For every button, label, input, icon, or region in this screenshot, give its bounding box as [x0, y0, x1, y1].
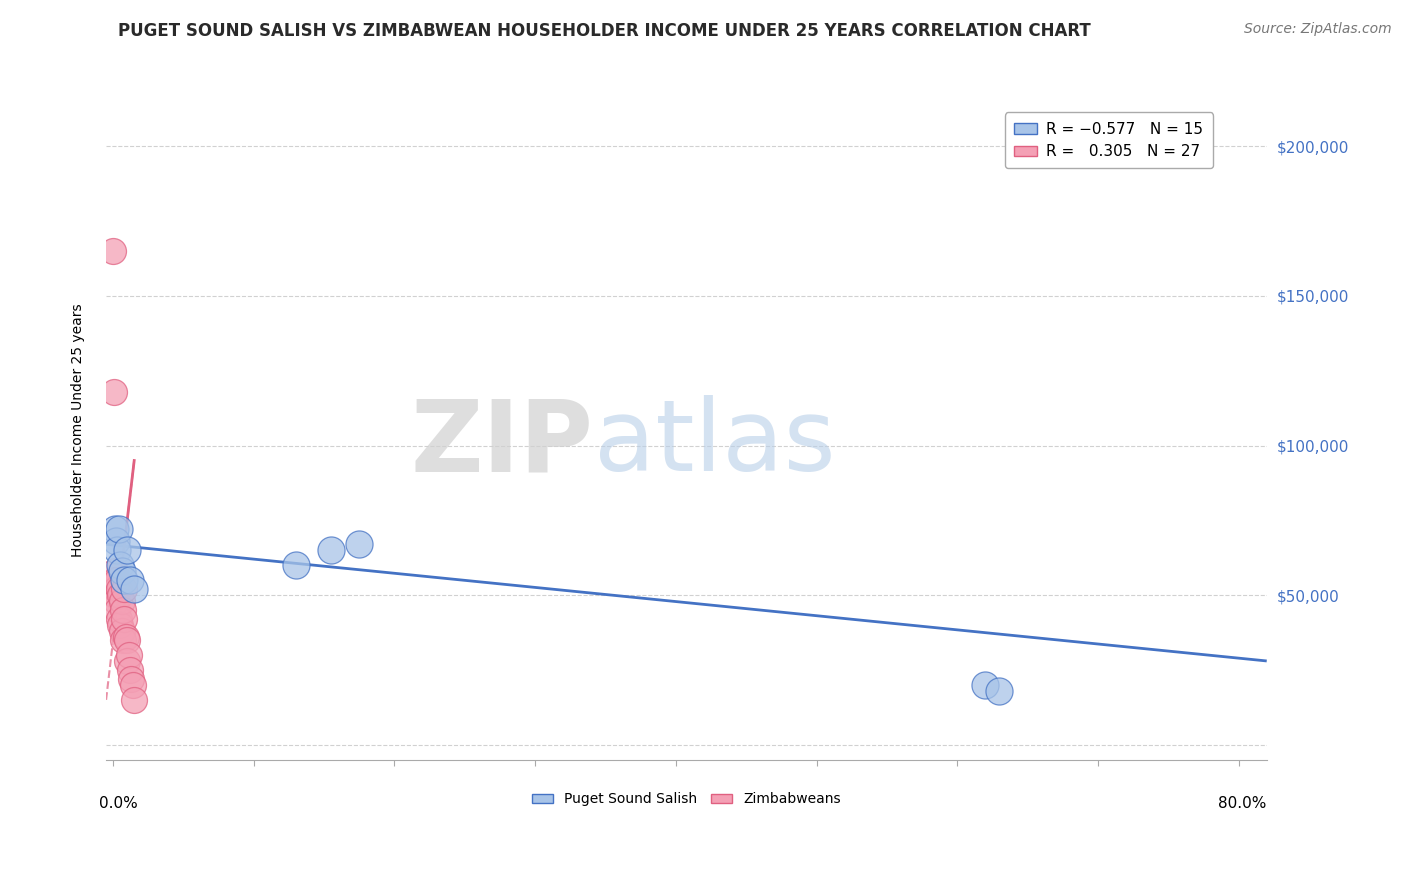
Text: ZIP: ZIP [411, 395, 593, 492]
Point [108, 618, 131, 632]
Point [103, 564, 125, 578]
Y-axis label: Householder Income Under 25 years: Householder Income Under 25 years [72, 304, 86, 558]
Point [988, 684, 1011, 698]
Point [107, 582, 129, 596]
Point [107, 522, 129, 536]
Text: atlas: atlas [593, 395, 835, 492]
Point [117, 648, 139, 662]
Point [974, 678, 997, 692]
Point [104, 594, 127, 608]
Point [108, 588, 131, 602]
Text: PUGET SOUND SALISH VS ZIMBABWEAN HOUSEHOLDER INCOME UNDER 25 YEARS CORRELATION C: PUGET SOUND SALISH VS ZIMBABWEAN HOUSEHO… [118, 22, 1091, 40]
Point [349, 537, 371, 551]
Point [110, 564, 132, 578]
Point [122, 693, 145, 707]
Point [115, 633, 138, 648]
Point [103, 588, 125, 602]
Text: 0.0%: 0.0% [98, 796, 138, 811]
Point [112, 612, 135, 626]
Point [112, 582, 135, 596]
Point [122, 582, 145, 596]
Point [121, 678, 143, 692]
Point [104, 534, 127, 549]
Point [285, 558, 308, 573]
Text: 80.0%: 80.0% [1219, 796, 1267, 811]
Point [107, 612, 129, 626]
Point [104, 573, 127, 587]
Point [104, 582, 127, 596]
Point [110, 594, 132, 608]
Point [118, 573, 141, 587]
Point [103, 522, 125, 536]
Point [112, 573, 135, 587]
Point [115, 654, 138, 668]
Point [108, 558, 131, 573]
Point [103, 244, 125, 259]
Legend: Puget Sound Salish, Zimbabweans: Puget Sound Salish, Zimbabweans [527, 787, 846, 812]
Point [105, 603, 128, 617]
Point [321, 543, 343, 558]
Point [111, 633, 134, 648]
Point [111, 603, 134, 617]
Point [110, 624, 132, 638]
Point [105, 573, 128, 587]
Text: Source: ZipAtlas.com: Source: ZipAtlas.com [1244, 22, 1392, 37]
Point [115, 543, 138, 558]
Point [103, 384, 125, 399]
Point [114, 630, 136, 644]
Point [120, 672, 142, 686]
Point [105, 543, 128, 558]
Point [118, 663, 141, 677]
